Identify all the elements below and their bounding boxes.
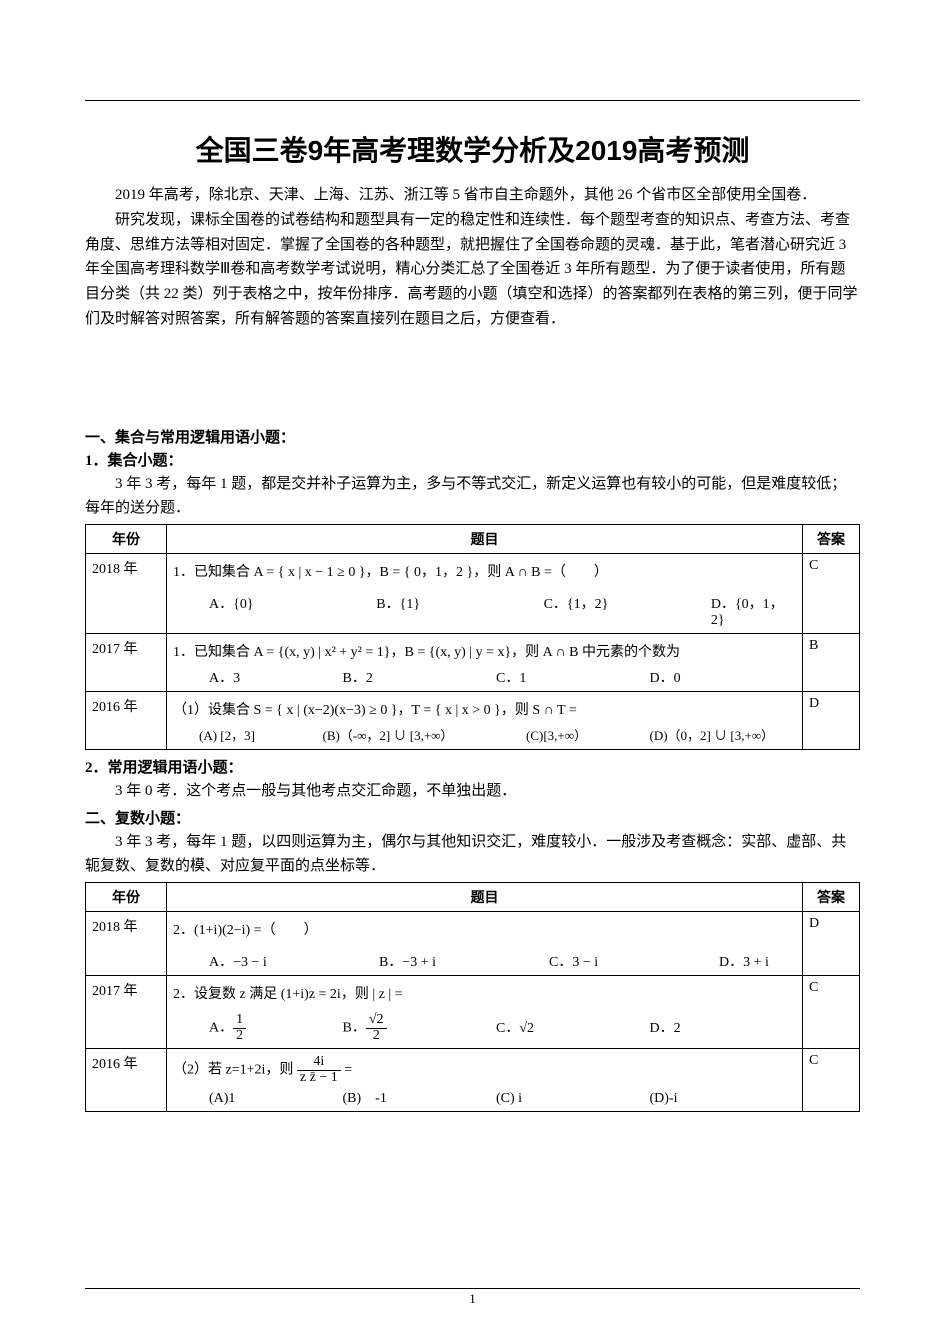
question-text: 2．(1+i)(2−i) =（ ） — [173, 918, 796, 943]
cell-year: 2016 年 — [86, 691, 167, 749]
cell-question: 2．(1+i)(2−i) =（ ） A．−3 − i B．−3 + i C．3 … — [167, 912, 803, 976]
col-year: 年份 — [86, 524, 167, 553]
cell-answer: D — [803, 912, 860, 976]
cell-question: 1．已知集合 A = { x | x − 1 ≥ 0 }，B = { 0，1，2… — [167, 553, 803, 633]
question-text: （1）设集合 S = { x | (x−2)(x−3) ≥ 0 }，T = { … — [173, 698, 796, 723]
cell-question: 2．设复数 z 满足 (1+i)z = 2i，则 | z | = A．12 B．… — [167, 976, 803, 1049]
option-b: (B)（-∞，2] ∪ [3,+∞） — [323, 725, 523, 744]
intro-paragraph-1: 2019 年高考，除北京、天津、上海、江苏、浙江等 5 省市自主命题外，其他 2… — [85, 183, 860, 208]
cell-year: 2017 年 — [86, 976, 167, 1049]
section-1-1-title: 1．集合小题： — [85, 449, 860, 470]
fraction: 4i z z̄ − 1 — [297, 1055, 341, 1085]
option-a: A．3 — [209, 667, 339, 687]
section-2-title: 二、复数小题： — [85, 807, 860, 828]
page-number: 1 — [85, 1288, 860, 1307]
section-1-1-note: 3 年 3 考，每年 1 题，都是交并补子运算为主，多与不等式交汇，新定义运算也… — [85, 472, 860, 520]
option-c: C．{1，2} — [544, 593, 711, 629]
cell-question: （2）若 z=1+2i，则 4i z z̄ − 1 = (A)1 (B) -1 … — [167, 1048, 803, 1111]
section-1-2-title: 2．常用逻辑用语小题： — [85, 756, 860, 777]
fraction: √22 — [366, 1013, 387, 1043]
table-row: 2017 年 1．已知集合 A = {(x, y) | x² + y² = 1}… — [86, 633, 860, 691]
cell-year: 2018 年 — [86, 912, 167, 976]
col-question: 题目 — [167, 883, 803, 912]
table-row: 2018 年 1．已知集合 A = { x | x − 1 ≥ 0 }，B = … — [86, 553, 860, 633]
page-title: 全国三卷9年高考理数学分析及2019高考预测 — [85, 129, 860, 169]
option-d: D．2 — [650, 1017, 681, 1037]
option-c: (C)[3,+∞） — [526, 725, 646, 744]
option-b: (B) -1 — [343, 1087, 493, 1107]
option-b: B．2 — [343, 667, 493, 687]
option-a: A．−3 − i — [209, 951, 379, 971]
question-text: 2．设复数 z 满足 (1+i)z = 2i，则 | z | = — [173, 982, 796, 1007]
option-b: B．{1} — [376, 593, 543, 629]
cell-year: 2018 年 — [86, 553, 167, 633]
col-year: 年份 — [86, 883, 167, 912]
options: A．12 B．√22 C．√2 D．2 — [173, 1013, 796, 1043]
option-a: (A) [2，3] — [199, 725, 319, 744]
cell-year: 2016 年 — [86, 1048, 167, 1111]
table-complex: 年份 题目 答案 2018 年 2．(1+i)(2−i) =（ ） A．−3 −… — [85, 882, 860, 1112]
question-text: （2）若 z=1+2i，则 4i z z̄ − 1 = — [173, 1055, 796, 1085]
q-post: = — [344, 1062, 352, 1077]
question-text: 1．已知集合 A = {(x, y) | x² + y² = 1}，B = {(… — [173, 640, 796, 665]
header-rule — [85, 100, 860, 101]
option-d: D．0 — [650, 667, 681, 687]
cell-answer: C — [803, 976, 860, 1049]
option-c: C．3 − i — [549, 951, 719, 971]
option-a: (A)1 — [209, 1091, 339, 1107]
table-row: 2016 年 （2）若 z=1+2i，则 4i z z̄ − 1 = (A)1 … — [86, 1048, 860, 1111]
col-question: 题目 — [167, 524, 803, 553]
option-d: D．{0，1，2} — [711, 593, 796, 629]
options: A．{0} B．{1} C．{1，2} D．{0，1，2} — [173, 593, 796, 629]
col-answer: 答案 — [803, 883, 860, 912]
intro-paragraph-2: 研究发现，课标全国卷的试卷结构和题型具有一定的稳定性和连续性．每个题型考查的知识… — [85, 208, 860, 332]
option-c: (C) i — [496, 1091, 646, 1107]
cell-answer: D — [803, 691, 860, 749]
option-b: B．√22 — [343, 1013, 493, 1043]
option-c: C．1 — [496, 667, 646, 687]
cell-answer: B — [803, 633, 860, 691]
cell-question: 1．已知集合 A = {(x, y) | x² + y² = 1}，B = {(… — [167, 633, 803, 691]
options: A．3 B．2 C．1 D．0 — [173, 667, 796, 687]
option-d: D．3 + i — [719, 951, 769, 971]
cell-year: 2017 年 — [86, 633, 167, 691]
table-row: 2018 年 2．(1+i)(2−i) =（ ） A．−3 − i B．−3 +… — [86, 912, 860, 976]
cell-answer: C — [803, 553, 860, 633]
option-b: B．−3 + i — [379, 951, 549, 971]
fraction: 12 — [233, 1013, 246, 1043]
options: (A) [2，3] (B)（-∞，2] ∪ [3,+∞） (C)[3,+∞） (… — [173, 725, 796, 745]
table-sets: 年份 题目 答案 2018 年 1．已知集合 A = { x | x − 1 ≥… — [85, 524, 860, 751]
cell-question: （1）设集合 S = { x | (x−2)(x−3) ≥ 0 }，T = { … — [167, 691, 803, 749]
section-1-title: 一、集合与常用逻辑用语小题： — [85, 426, 860, 447]
question-text: 1．已知集合 A = { x | x − 1 ≥ 0 }，B = { 0，1，2… — [173, 560, 796, 585]
table-row: 2016 年 （1）设集合 S = { x | (x−2)(x−3) ≥ 0 }… — [86, 691, 860, 749]
spacer — [85, 332, 860, 422]
option-d: (D)-i — [650, 1091, 678, 1107]
section-1-2-note: 3 年 0 考．这个考点一般与其他考点交汇命题，不单独出题． — [85, 779, 860, 803]
col-answer: 答案 — [803, 524, 860, 553]
option-a: A．{0} — [209, 593, 376, 629]
option-c: C．√2 — [496, 1017, 646, 1037]
options: (A)1 (B) -1 (C) i (D)-i — [173, 1087, 796, 1107]
option-d: (D)（0，2] ∪ [3,+∞） — [650, 725, 775, 744]
q-pre: （2）若 z=1+2i，则 — [173, 1062, 297, 1077]
option-a: A．12 — [209, 1013, 339, 1043]
document-page: 全国三卷9年高考理数学分析及2019高考预测 2019 年高考，除北京、天津、上… — [0, 0, 945, 1337]
options: A．−3 − i B．−3 + i C．3 − i D．3 + i — [173, 951, 796, 971]
table-row: 2017 年 2．设复数 z 满足 (1+i)z = 2i，则 | z | = … — [86, 976, 860, 1049]
section-2-note: 3 年 3 考，每年 1 题，以四则运算为主，偶尔与其他知识交汇，难度较小．一般… — [85, 830, 860, 878]
cell-answer: C — [803, 1048, 860, 1111]
